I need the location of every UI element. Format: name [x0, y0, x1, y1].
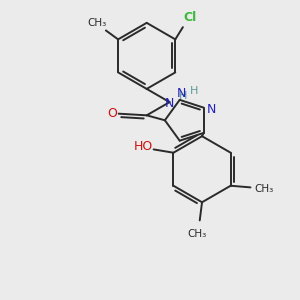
Text: N: N [206, 103, 216, 116]
Text: CH₃: CH₃ [87, 18, 106, 28]
Text: CH₃: CH₃ [188, 229, 207, 238]
Text: N: N [165, 97, 174, 110]
Text: N: N [177, 87, 186, 101]
Text: CH₃: CH₃ [254, 184, 273, 194]
Text: O: O [108, 107, 118, 120]
Text: H: H [189, 85, 198, 96]
Text: HO: HO [134, 140, 153, 153]
Text: Cl: Cl [184, 11, 197, 24]
Text: H: H [179, 91, 188, 101]
